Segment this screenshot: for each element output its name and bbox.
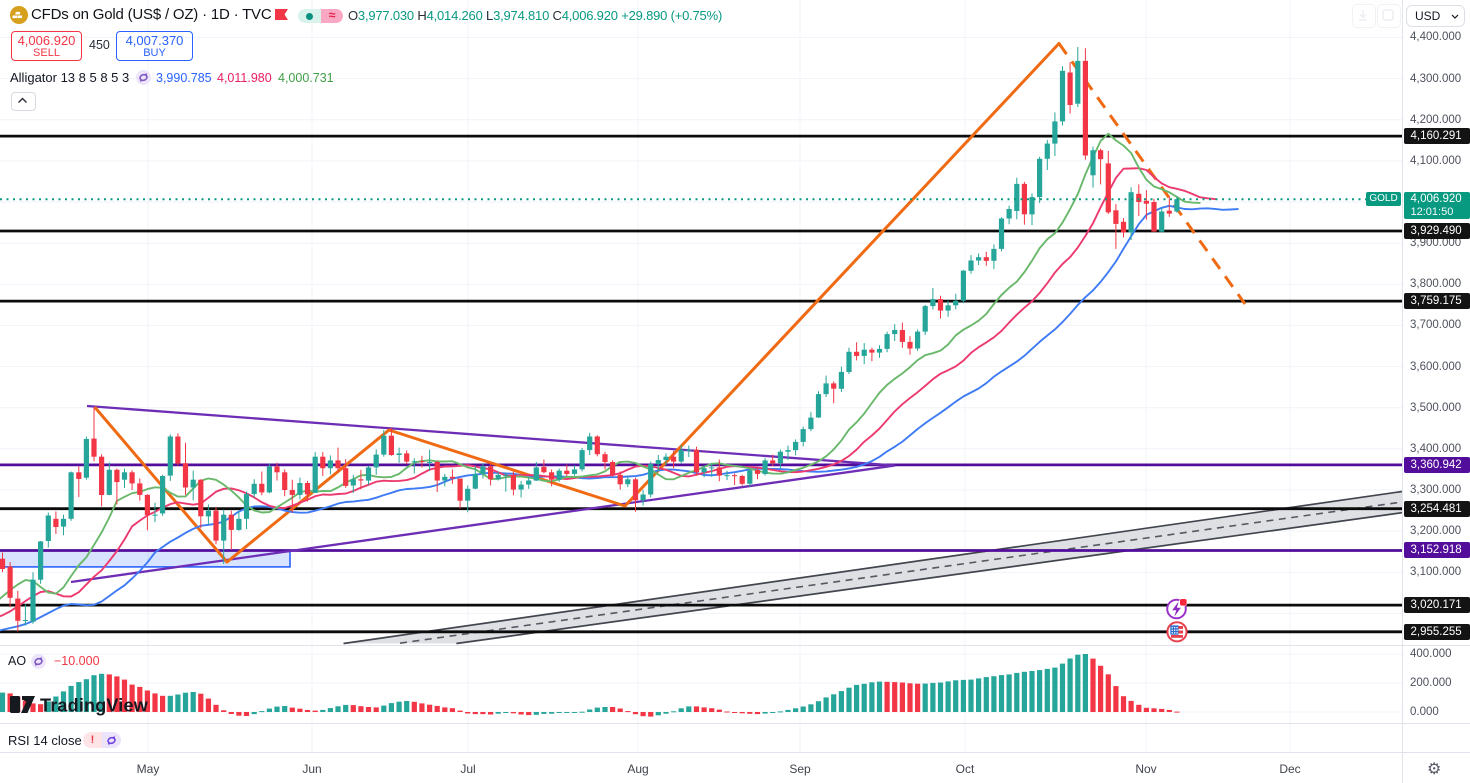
svg-text:TradingView: TradingView: [40, 696, 149, 716]
